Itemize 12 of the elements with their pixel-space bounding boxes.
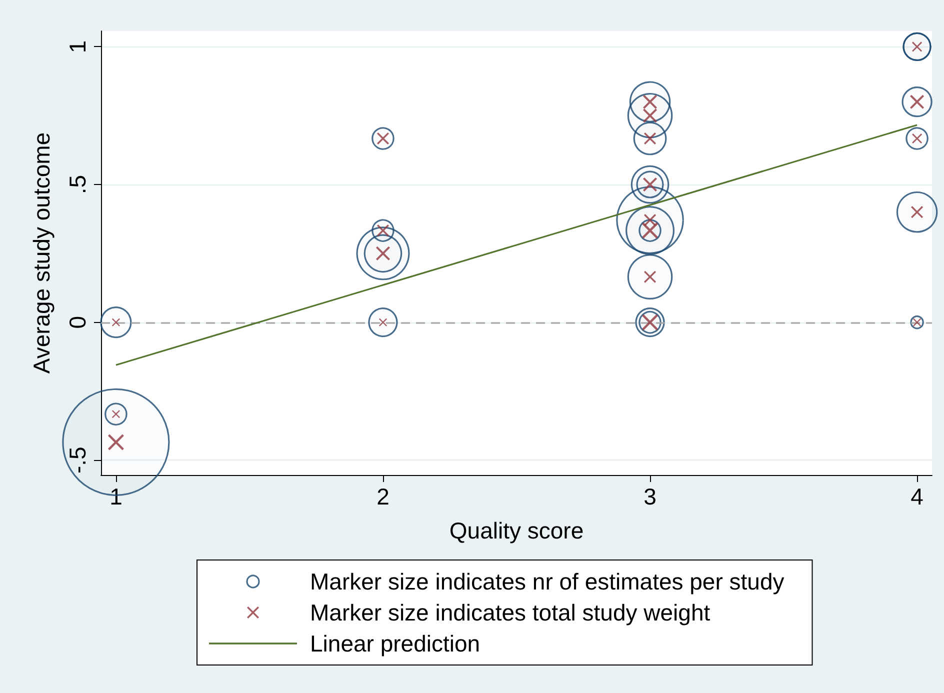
y-tick-label: -.5 — [64, 446, 90, 474]
legend-label: Linear prediction — [310, 630, 480, 656]
x-tick-label: 4 — [910, 484, 924, 510]
x-tick-label: 3 — [644, 484, 656, 510]
legend-label: Marker size indicates total study weight — [310, 600, 711, 626]
y-axis-title: Average study outcome — [28, 132, 54, 374]
y-tick-label: 0 — [64, 316, 90, 329]
x-axis-title: Quality score — [449, 518, 584, 544]
legend-label: Marker size indicates nr of estimates per study — [310, 568, 785, 594]
x-tick-label: 2 — [376, 484, 390, 510]
y-tick-label: .5 — [64, 174, 90, 194]
y-tick-label: 1 — [64, 40, 90, 54]
